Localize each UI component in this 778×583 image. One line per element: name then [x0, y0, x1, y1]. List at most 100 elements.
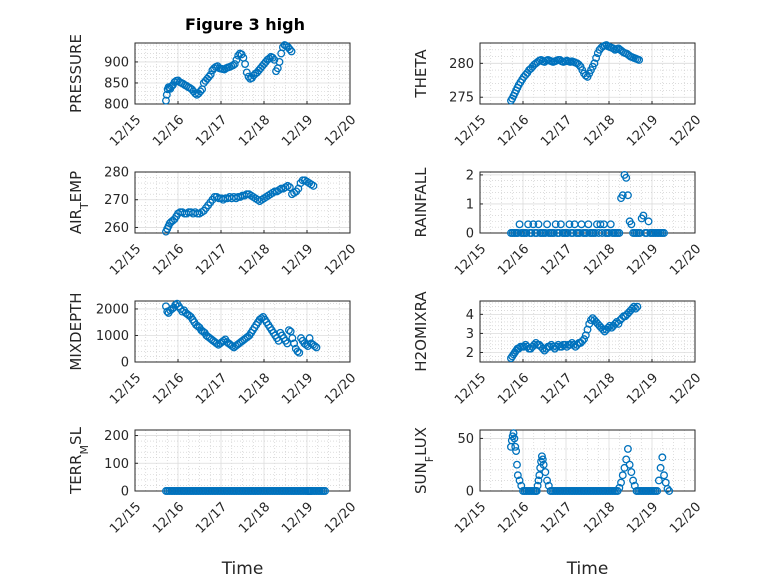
- data-point: [578, 337, 587, 345]
- data-point: [285, 45, 294, 54]
- data-point: [242, 68, 251, 77]
- data-point: [275, 57, 284, 66]
- data-point: [212, 339, 221, 348]
- data-point: [257, 314, 266, 323]
- data-point: [644, 217, 653, 226]
- data-point: [660, 471, 668, 480]
- data-point: [630, 481, 639, 490]
- data-point: [615, 483, 624, 492]
- y-axis-label: AIRTEMP: [67, 171, 91, 234]
- data-point: [663, 484, 672, 493]
- data-point: [295, 348, 304, 357]
- data-point: [627, 220, 636, 229]
- axes-frame: [479, 429, 696, 492]
- data-point: [519, 342, 528, 351]
- data-point: [538, 455, 547, 464]
- data-point: [544, 481, 553, 490]
- data-point: [565, 220, 574, 229]
- y-axis-label: THETA: [412, 49, 430, 99]
- y-tick-label: 800: [104, 98, 129, 113]
- data-point: [623, 191, 632, 200]
- axes-frame: [134, 171, 351, 234]
- data-point: [268, 53, 277, 62]
- data-point: [171, 301, 180, 309]
- data-point: [654, 476, 663, 485]
- y-tick-label: 2000: [96, 302, 129, 317]
- data-point: [585, 319, 594, 328]
- data-point: [605, 321, 614, 330]
- data-point: [534, 220, 543, 229]
- data-point: [509, 429, 518, 438]
- data-point: [552, 342, 561, 351]
- data-point: [310, 342, 319, 351]
- data-point: [596, 220, 605, 229]
- data-point: [265, 54, 274, 63]
- data-point: [617, 478, 625, 487]
- data-point: [631, 304, 640, 313]
- y-axis-label: MIXDEPTH: [67, 292, 85, 370]
- data-point: [625, 460, 634, 469]
- data-point: [191, 89, 200, 98]
- data-point: [241, 60, 250, 68]
- y-axis-label: TERRMSL: [67, 426, 91, 495]
- y-tick-label: 260: [104, 221, 129, 236]
- data-point: [232, 55, 241, 64]
- data-point: [244, 72, 253, 81]
- data-point: [515, 220, 524, 229]
- figure-title: Figure 3 high: [185, 15, 305, 34]
- data-point: [656, 463, 665, 472]
- data-point: [527, 229, 536, 237]
- data-point: [543, 220, 552, 229]
- y-tick-label: 4: [466, 308, 474, 323]
- data-point: [580, 335, 589, 344]
- data-point: [270, 55, 279, 64]
- y-tick-label: 280: [104, 166, 129, 181]
- y-tick-label: 280: [449, 57, 474, 72]
- y-tick-label: 100: [104, 457, 129, 472]
- data-point: [228, 342, 237, 351]
- y-axis-label: H2OMIXRA: [412, 291, 430, 372]
- x-axis-label: Time: [221, 559, 264, 579]
- y-tick-label: 900: [104, 55, 129, 70]
- data-point: [510, 434, 519, 443]
- data-point: [162, 90, 171, 99]
- data-point: [543, 476, 552, 485]
- data-point: [561, 340, 570, 349]
- data-point: [305, 334, 314, 343]
- y-tick-label: 0: [466, 485, 474, 500]
- data-point: [230, 60, 239, 68]
- data-point: [615, 229, 624, 237]
- y-tick-label: 200: [104, 429, 129, 444]
- data-point: [321, 487, 330, 495]
- data-point: [206, 70, 215, 79]
- y-axis-label: PRESSURE: [67, 34, 85, 113]
- data-point: [293, 347, 302, 356]
- y-tick-label: 1000: [96, 329, 129, 344]
- x-axis-label: Time: [566, 559, 609, 579]
- axes-frame: [479, 42, 696, 105]
- data-point: [522, 229, 531, 237]
- data-point: [290, 339, 299, 348]
- data-point: [537, 452, 546, 461]
- y-tick-label: 0: [466, 227, 474, 242]
- data-point: [229, 61, 237, 70]
- y-axis-label: SUNFLUX: [412, 427, 436, 494]
- data-point: [590, 59, 599, 68]
- data-point: [660, 229, 668, 237]
- data-point: [563, 229, 572, 237]
- y-tick-label: 3: [466, 327, 474, 342]
- y-tick-label: 850: [104, 76, 129, 91]
- data-point: [285, 183, 294, 192]
- data-point: [551, 220, 560, 229]
- data-point: [618, 191, 627, 200]
- data-point: [524, 220, 533, 229]
- data-point: [614, 319, 623, 328]
- axes-frame: [134, 300, 351, 363]
- axes-frame: [479, 171, 696, 234]
- data-point: [532, 487, 541, 495]
- data-point: [556, 220, 565, 229]
- data-point: [530, 340, 539, 349]
- data-point: [511, 442, 520, 451]
- data-point: [604, 323, 613, 332]
- data-point: [622, 455, 631, 464]
